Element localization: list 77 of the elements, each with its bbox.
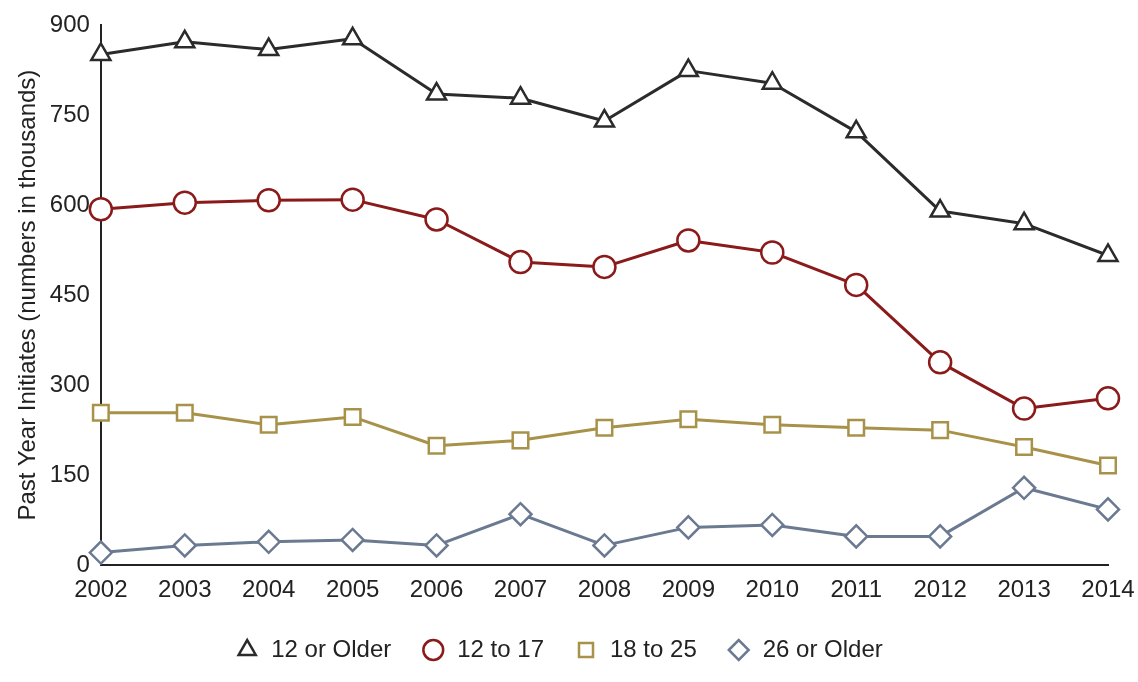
point	[929, 198, 951, 218]
point	[90, 42, 112, 62]
point	[843, 272, 869, 298]
legend-label: 12 to 17	[457, 634, 545, 662]
y-tick-label: 300	[49, 369, 90, 397]
x-tick-label: 2013	[997, 575, 1051, 603]
point	[424, 207, 449, 232]
point	[259, 415, 278, 434]
point	[592, 254, 617, 280]
x-tick-label: 2009	[661, 575, 716, 603]
point	[340, 527, 365, 553]
y-tick-label: 450	[49, 279, 90, 307]
point	[425, 81, 448, 101]
y-axis-title: Past Year Initiates (numbers in thousands)	[13, 69, 41, 521]
point	[343, 407, 362, 426]
x-tick-label: 2005	[325, 575, 380, 603]
point	[424, 533, 449, 558]
point	[679, 410, 698, 429]
point	[88, 540, 114, 565]
x-tick-label: 2014	[1081, 575, 1135, 603]
point	[760, 512, 785, 538]
point	[1011, 396, 1037, 421]
point	[508, 501, 533, 527]
point	[676, 228, 701, 253]
point	[340, 187, 365, 212]
point	[592, 533, 617, 558]
point	[677, 58, 700, 78]
point	[847, 418, 866, 437]
legend-label: 18 to 25	[610, 634, 697, 662]
point	[763, 415, 782, 434]
y-tick-label: 0	[76, 549, 90, 577]
x-tick-label: 2011	[830, 575, 883, 603]
point	[760, 240, 785, 265]
y-tick-label: 150	[49, 459, 90, 487]
point	[1011, 475, 1037, 501]
point	[845, 119, 867, 139]
point	[931, 421, 950, 440]
x-tick-label: 2010	[745, 575, 799, 603]
point	[927, 524, 953, 549]
point	[175, 403, 194, 422]
x-tick-label: 2003	[158, 575, 212, 603]
x-tick-label: 2006	[409, 575, 464, 603]
x-tick-label: 2012	[913, 575, 967, 603]
point	[508, 249, 533, 275]
point	[172, 533, 198, 558]
x-tick-label: 2007	[493, 575, 548, 603]
point	[174, 29, 196, 49]
point	[1097, 243, 1119, 263]
point	[256, 529, 281, 555]
x-tick-label: 2008	[577, 575, 632, 603]
point	[593, 108, 616, 128]
legend-label: 26 or Older	[762, 634, 883, 662]
point	[1095, 497, 1121, 522]
point	[761, 70, 784, 90]
point	[595, 418, 614, 437]
point	[509, 85, 532, 105]
point	[257, 37, 280, 57]
point	[1095, 386, 1121, 411]
point	[88, 197, 114, 222]
x-tick-label: 2002	[74, 575, 128, 603]
point	[1098, 456, 1118, 475]
point	[843, 524, 869, 549]
point	[427, 436, 446, 455]
point	[676, 515, 701, 540]
y-tick-label: 600	[49, 189, 90, 217]
point	[1015, 437, 1034, 456]
point	[172, 190, 198, 215]
x-tick-label: 2004	[242, 575, 296, 603]
legend-label: 12 or Older	[271, 634, 392, 662]
point	[1013, 211, 1035, 231]
y-tick-label: 900	[49, 9, 90, 37]
point	[341, 26, 364, 46]
point	[256, 188, 281, 213]
y-tick-label: 750	[49, 99, 90, 127]
point	[91, 403, 110, 422]
point	[927, 350, 953, 375]
point	[511, 431, 530, 450]
